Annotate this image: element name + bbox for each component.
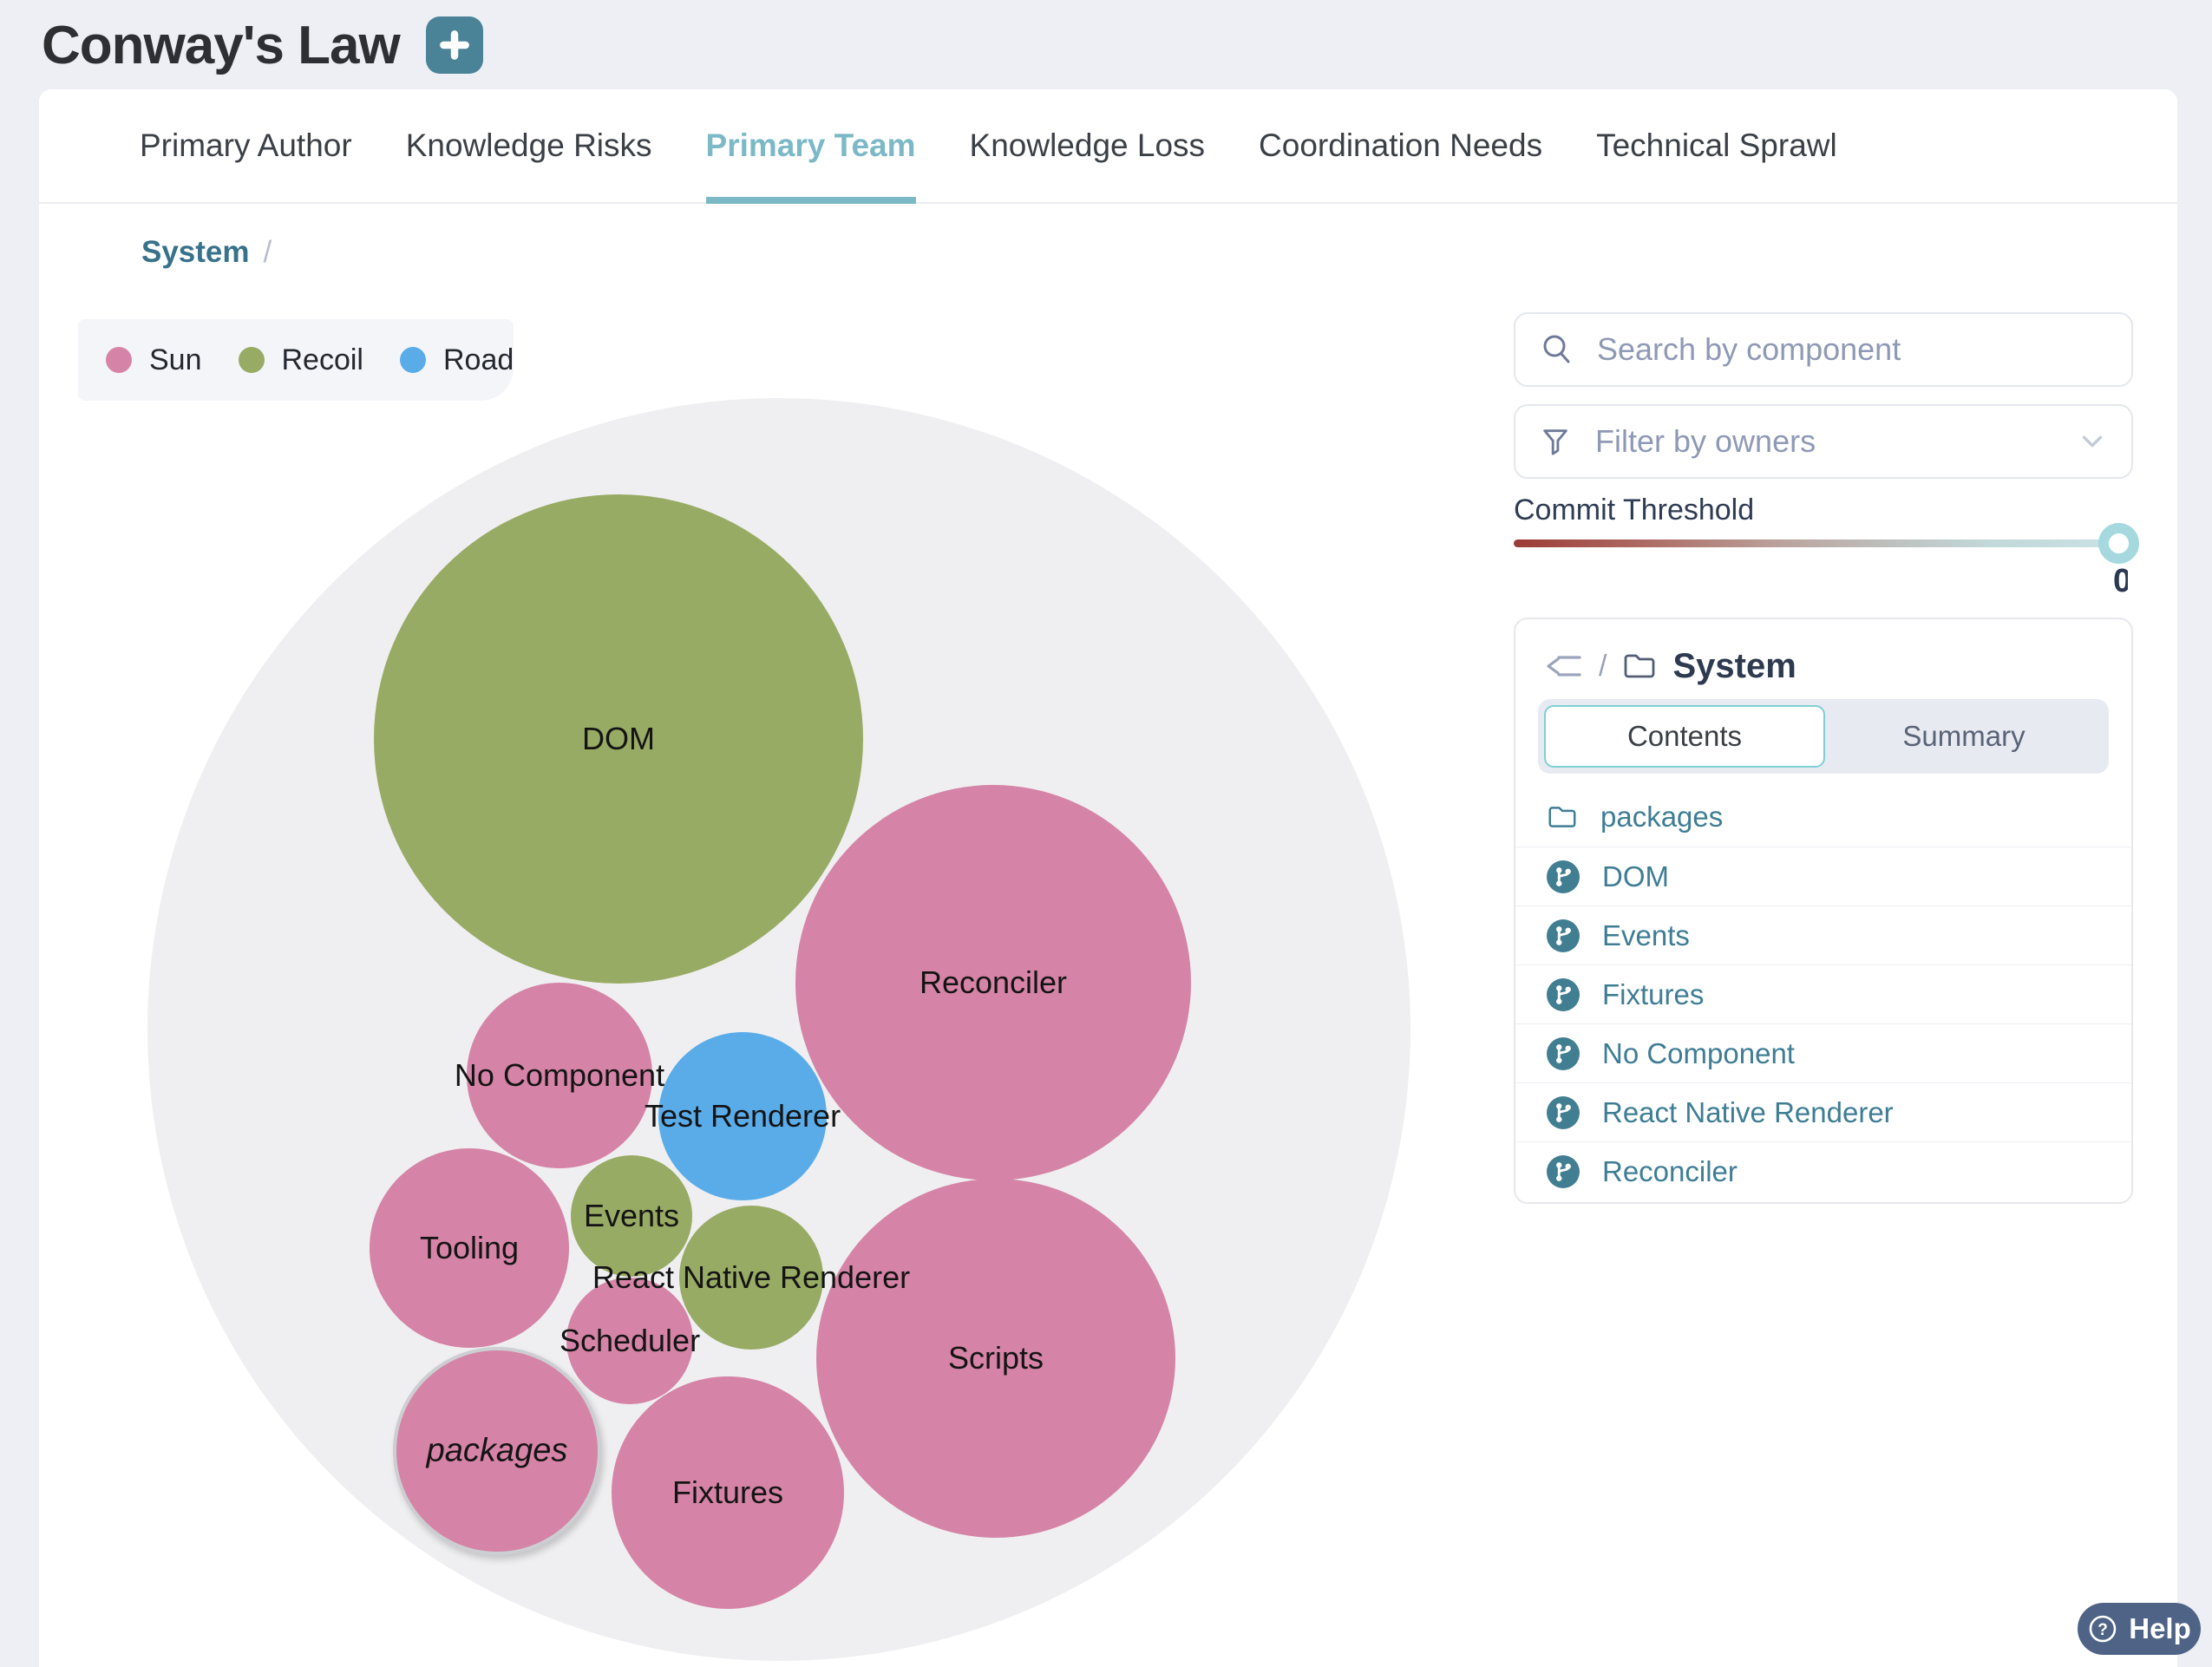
panel-breadcrumb-separator: / xyxy=(1599,649,1607,683)
legend-label: Road xyxy=(442,343,514,376)
panel-row-label: DOM xyxy=(1602,860,1669,892)
add-button[interactable] xyxy=(425,16,483,74)
help-label: Help xyxy=(2129,1612,2191,1644)
search-box xyxy=(1514,312,2133,387)
legend-item-recoil[interactable]: Recoil xyxy=(238,343,363,377)
tab-technical-sprawl[interactable]: Technical Sprawl xyxy=(1596,89,1837,202)
main-card: Primary Author Knowledge Risks Primary Tea… xyxy=(39,89,2177,1667)
bubble-chart: DOM Reconciler No Component Test Renderer Ev… xyxy=(39,89,2177,1667)
folder-icon xyxy=(1622,650,1657,682)
panel-row-fixtures[interactable]: Fixtures xyxy=(1515,964,2131,1023)
git-branch-icon xyxy=(1547,1095,1580,1129)
panel-row-events[interactable]: Events xyxy=(1515,905,2131,964)
git-branch-icon xyxy=(1547,1154,1580,1188)
panel-tab-bar: Contents Summary xyxy=(1538,699,2109,774)
commit-threshold-slider[interactable] xyxy=(1514,539,2123,547)
plus-icon xyxy=(438,29,471,62)
breadcrumb-system[interactable]: System xyxy=(141,235,250,269)
back-icon[interactable] xyxy=(1545,650,1583,682)
panel-row-reconciler[interactable]: Reconciler xyxy=(1515,1141,2131,1200)
legend-item-sun[interactable]: Sun xyxy=(106,343,202,377)
panel-tab-contents[interactable]: Contents xyxy=(1544,705,1825,768)
tab-knowledge-risks[interactable]: Knowledge Risks xyxy=(406,89,652,202)
legend-label: Sun xyxy=(149,343,202,376)
legend-dot-road xyxy=(399,347,426,373)
bubble-test-renderer[interactable] xyxy=(658,1032,827,1200)
git-branch-icon xyxy=(1547,860,1580,893)
panel-contents-list: packages DOM Events Fixtures No Component Rea… xyxy=(1515,788,2131,1200)
bubble-scripts[interactable] xyxy=(816,1179,1175,1538)
panel-row-label: packages xyxy=(1600,801,1724,833)
tab-primary-team[interactable]: Primary Team xyxy=(705,89,916,204)
bubble-reconciler[interactable] xyxy=(795,785,1191,1180)
git-branch-icon xyxy=(1547,977,1580,1011)
legend-dot-sun xyxy=(106,347,132,373)
legend-label: Recoil xyxy=(281,343,363,376)
panel-row-label: Fixtures xyxy=(1602,977,1705,1010)
slider-value: 0 xyxy=(2113,563,2128,599)
panel-title: System xyxy=(1672,646,1796,685)
question-icon: ? xyxy=(2087,1613,2118,1644)
help-button[interactable]: ? Help xyxy=(2078,1603,2201,1655)
filter-placeholder: Filter by owners xyxy=(1595,423,1816,459)
legend-item-road[interactable]: Road xyxy=(399,343,514,377)
svg-text:?: ? xyxy=(2097,1621,2108,1639)
panel-row-dom[interactable]: DOM xyxy=(1515,847,2131,905)
system-panel: / System Contents Summary packages DOM Even… xyxy=(1514,618,2133,1204)
bubble-fixtures[interactable] xyxy=(612,1376,844,1609)
tab-knowledge-loss[interactable]: Knowledge Loss xyxy=(970,89,1206,202)
bubble-packages[interactable] xyxy=(393,1347,601,1555)
bubble-scheduler[interactable] xyxy=(566,1278,693,1404)
git-branch-icon xyxy=(1547,1036,1580,1070)
tab-primary-author[interactable]: Primary Author xyxy=(140,89,352,202)
panel-header: / System xyxy=(1515,619,2131,687)
panel-row-label: Reconciler xyxy=(1602,1154,1738,1187)
page-title: Conway's Law xyxy=(42,15,401,75)
search-icon xyxy=(1540,332,1574,367)
panel-row-label: React Native Renderer xyxy=(1602,1095,1894,1128)
tab-coordination-needs[interactable]: Coordination Needs xyxy=(1259,89,1542,202)
chart-legend: Sun Recoil Road xyxy=(78,319,514,401)
tab-bar: Primary Author Knowledge Risks Primary Tea… xyxy=(39,89,2177,204)
filter-by-owners-dropdown[interactable]: Filter by owners xyxy=(1514,404,2133,479)
slider-thumb[interactable] xyxy=(2098,523,2139,564)
search-input[interactable] xyxy=(1597,331,2107,368)
bubble-events[interactable] xyxy=(571,1155,692,1277)
bubble-tooling[interactable] xyxy=(370,1148,569,1348)
bubble-no-component[interactable] xyxy=(467,983,652,1168)
bubble-react-native-renderer[interactable] xyxy=(679,1206,823,1350)
filter-icon xyxy=(1540,425,1573,458)
git-branch-icon xyxy=(1547,918,1580,952)
panel-row-label: No Component xyxy=(1602,1036,1795,1069)
panel-row-label: Events xyxy=(1602,918,1690,951)
panel-tab-summary[interactable]: Summary xyxy=(1825,705,2103,768)
breadcrumb-separator-icon: / xyxy=(263,235,272,269)
legend-dot-recoil xyxy=(238,347,265,373)
commit-threshold-label: Commit Threshold xyxy=(1514,494,1755,526)
breadcrumb: System / xyxy=(141,235,272,270)
panel-row-react-native-renderer[interactable]: React Native Renderer xyxy=(1515,1082,2131,1141)
chevron-down-icon xyxy=(2078,427,2107,456)
folder-icon xyxy=(1547,803,1578,831)
bubble-dom[interactable] xyxy=(374,494,863,984)
panel-row-no-component[interactable]: No Component xyxy=(1515,1023,2131,1082)
app-header: Conway's Law xyxy=(42,0,483,90)
panel-row-packages[interactable]: packages xyxy=(1515,788,2131,847)
